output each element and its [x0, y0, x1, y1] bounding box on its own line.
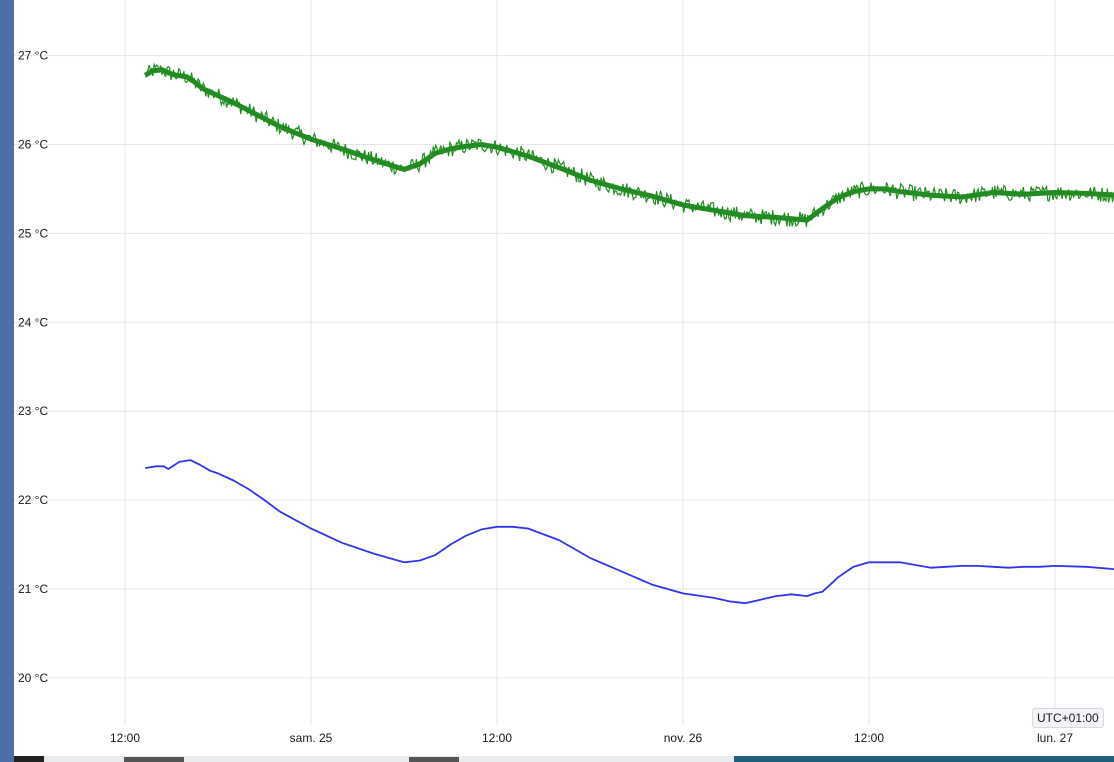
x-tick-label: 12:00	[110, 731, 140, 745]
y-tick-label: 22 °C	[18, 493, 48, 507]
series-line-2	[145, 459, 1114, 605]
bottom-window-strip	[14, 756, 1114, 762]
timezone-label: UTC+01:00	[1032, 708, 1104, 728]
x-tick-label: 12:00	[482, 731, 512, 745]
left-edge-bar	[0, 0, 14, 762]
x-tick-label: sam. 25	[290, 731, 333, 745]
chart-grid	[14, 0, 1114, 725]
series-lines	[143, 62, 1114, 605]
y-tick-label: 21 °C	[18, 582, 48, 596]
y-axis: 20 °C 21 °C 22 °C 23 °C 24 °C 25 °C 26 °C 27 °C	[18, 49, 48, 685]
series-band-1	[143, 67, 1114, 223]
x-tick-label: lun. 27	[1037, 731, 1073, 745]
y-tick-label: 26 °C	[18, 138, 48, 152]
y-tick-label: 24 °C	[18, 315, 48, 329]
x-tick-label: nov. 26	[664, 731, 703, 745]
y-tick-label: 27 °C	[18, 49, 48, 63]
y-tick-label: 23 °C	[18, 404, 48, 418]
y-tick-label: 20 °C	[18, 671, 48, 685]
x-tick-label: 12:00	[854, 731, 884, 745]
y-tick-label: 25 °C	[18, 226, 48, 240]
series-line-1	[144, 62, 1114, 228]
